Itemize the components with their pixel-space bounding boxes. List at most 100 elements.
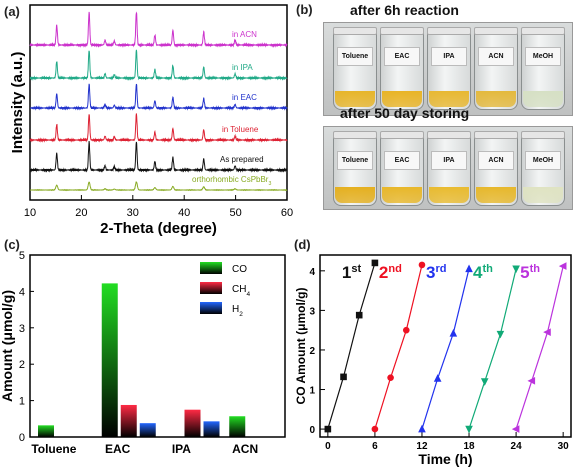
panel-c-ytick-label: 3	[19, 323, 25, 335]
panel-d-cycle-label: 3rd	[426, 263, 447, 282]
panel-c-frame	[29, 254, 286, 438]
panel-a-series-1	[29, 49, 288, 81]
panel-d-series-line	[515, 265, 564, 430]
panel-a-frame	[29, 4, 288, 201]
vial-ipa: IPA	[427, 27, 471, 110]
vial-cap	[427, 27, 471, 35]
panel-c-legend-swatch	[200, 282, 222, 294]
panel-a-series-2	[29, 83, 288, 111]
panel-c-legend-label: H2	[232, 304, 243, 318]
vial-label: Toluene	[337, 151, 373, 170]
vial-liquid	[382, 187, 422, 203]
panel-c-category-label: EAC	[105, 442, 131, 456]
vial-liquid	[429, 187, 469, 203]
panel-d-marker	[418, 261, 426, 269]
vial-liquid	[523, 187, 563, 203]
vial-liquid	[335, 187, 375, 203]
panel-c-bar-co	[101, 283, 118, 437]
vial-label: MeOH	[525, 47, 561, 66]
vial-liquid	[382, 91, 422, 107]
panel-c-ytick-label: 0	[19, 432, 25, 444]
panel-c-legend-swatch	[200, 262, 222, 274]
vial-cap	[521, 131, 565, 139]
vial-label: Toluene	[337, 47, 373, 66]
panel-c-ytick-label: 5	[19, 250, 25, 262]
panel-d-marker	[355, 311, 363, 319]
vial-ipa: IPA	[427, 131, 471, 206]
panel-d-marker	[511, 425, 520, 433]
vial-eac: EAC	[380, 27, 424, 110]
photo-bottom-title: after 50 day storing	[340, 105, 470, 121]
panel-d-marker	[527, 377, 536, 385]
panel-a-xtick-label: 50	[229, 207, 241, 219]
panel-d-series-line	[327, 262, 376, 430]
vial-label: EAC	[384, 47, 420, 66]
panel-c-bar-h2	[203, 421, 220, 437]
panel-a-xtick-label: 20	[75, 207, 87, 219]
panel-d-marker	[418, 424, 426, 433]
panel-d-xtick-label: 24	[511, 441, 523, 452]
vial-meoh: MeOH	[521, 27, 565, 110]
panel-a-letter: (a)	[4, 4, 20, 19]
panel-d-series-line	[468, 268, 517, 430]
panel-b-letter: (b)	[296, 2, 313, 17]
panel-d-marker	[465, 425, 473, 434]
vial-cap	[474, 131, 518, 139]
panel-d-ytick-label: 2	[309, 346, 315, 357]
vial-label: IPA	[431, 151, 467, 170]
panel-d-marker	[512, 265, 520, 274]
vial-acn: ACN	[474, 27, 518, 110]
panel-a-xtick-label: 60	[281, 207, 293, 219]
vial-cap	[474, 27, 518, 35]
panel-c-ylabel: Amount (μmol/g)	[0, 290, 15, 402]
vial-cap	[380, 131, 424, 139]
panel-d-cycle-label: 5th	[520, 263, 540, 282]
vial-acn: ACN	[474, 131, 518, 206]
panel-d-xlabel: Time (h)	[418, 451, 472, 467]
panel-c-letter: (c)	[4, 237, 20, 252]
panel-d-series-line	[374, 264, 423, 430]
panel-d-marker	[433, 374, 442, 382]
panel-c-legend-label: CO	[232, 264, 247, 275]
vial-cap	[333, 131, 377, 139]
photo-top-title: after 6h reaction	[350, 2, 459, 18]
panel-d-marker	[465, 264, 473, 273]
panel-d-marker	[324, 425, 332, 433]
panel-c-category-label: Toluene	[31, 442, 76, 456]
panel-c-bar-ch4	[184, 409, 201, 437]
vial-eac: EAC	[380, 131, 424, 206]
panel-a-series-5	[29, 181, 288, 192]
panel-c-bar-co	[38, 425, 54, 437]
vial-toluene: Toluene	[333, 131, 377, 206]
panel-c-ytick-label: 4	[19, 286, 25, 298]
panel-d-cycle-label: 4th	[473, 263, 493, 282]
panel-d-marker	[402, 326, 410, 334]
panel-d-xtick-label: 30	[558, 441, 570, 452]
vial-liquid	[476, 91, 516, 107]
panel-c-category-label: IPA	[172, 442, 191, 456]
panel-a-series-3	[29, 113, 288, 143]
panel-d-marker	[480, 378, 489, 386]
panel-d-ytick-label: 3	[309, 306, 315, 317]
panel-d-marker	[496, 330, 505, 339]
vial-meoh: MeOH	[521, 131, 565, 206]
panel-d-marker	[387, 374, 394, 381]
vial-cap	[380, 27, 424, 35]
panel-a-xtick-label: 10	[24, 207, 36, 219]
vial-cap	[333, 27, 377, 35]
vial-label: ACN	[478, 47, 514, 66]
panel-d-ytick-label: 0	[309, 425, 315, 436]
vial-label: EAC	[384, 151, 420, 170]
panel-c-bar-h2	[139, 423, 156, 437]
panel-a-series-label: in IPA	[232, 63, 253, 72]
panel-c-bar-ch4	[120, 404, 137, 437]
panel-a-xtick-label: 30	[127, 207, 139, 219]
panel-d-cycle-label: 2nd	[379, 263, 402, 282]
panel-a-series-label: orthorhombic CsPbBr3	[192, 175, 271, 187]
vial-label: IPA	[431, 47, 467, 66]
vial-toluene: Toluene	[333, 27, 377, 110]
panel-d-marker	[371, 425, 379, 433]
panel-c-legend-label: CH4	[232, 284, 250, 298]
panel-c-category-label: ACN	[232, 442, 258, 456]
